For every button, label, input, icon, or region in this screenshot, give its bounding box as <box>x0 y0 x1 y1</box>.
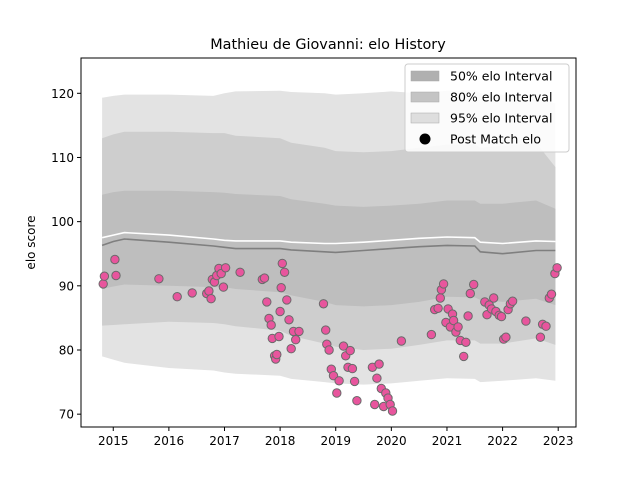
post-match-point <box>259 273 270 283</box>
post-match-point <box>435 293 445 303</box>
post-match-point <box>284 315 294 325</box>
x-axis: 2015 2016 2017 2018 2019 2020 2021 2022 2023 <box>98 427 573 448</box>
post-match-point <box>349 376 360 387</box>
post-match-point <box>461 337 471 347</box>
post-match-point <box>99 271 110 281</box>
y-axis-label: elo score <box>24 215 38 269</box>
post-match-point <box>332 388 342 398</box>
x-tick-label: 2020 <box>376 434 407 448</box>
post-match-point <box>546 289 557 299</box>
post-match-point <box>266 320 276 330</box>
post-match-point <box>220 263 231 273</box>
post-match-point <box>438 279 449 289</box>
y-tick-label: 100 <box>51 215 74 229</box>
post-match-point <box>277 258 287 269</box>
x-tick-label: 2019 <box>320 434 351 448</box>
post-match-point <box>489 293 499 303</box>
post-match-point <box>324 345 334 355</box>
post-match-point <box>552 263 562 273</box>
post-match-point <box>276 283 286 293</box>
post-match-point <box>453 322 463 332</box>
post-match-point <box>172 292 182 302</box>
post-match-point <box>448 315 459 326</box>
x-tick-label: 2017 <box>209 434 240 448</box>
center-lines <box>101 231 556 255</box>
post-match-point <box>374 359 384 369</box>
post-match-point <box>345 345 355 356</box>
post-match-point <box>206 294 216 304</box>
y-tick-label: 110 <box>51 151 74 165</box>
post-match-point <box>294 326 304 337</box>
y-tick-label: 70 <box>59 408 74 422</box>
mean-line <box>101 231 556 245</box>
post-match-point <box>110 254 120 265</box>
post-match-point <box>98 279 108 289</box>
chart-title: Mathieu de Giovanni: elo History <box>210 37 446 53</box>
post-match-point <box>286 344 296 354</box>
post-match-point <box>204 286 214 296</box>
median-line <box>101 238 556 255</box>
y-tick-label: 120 <box>51 87 74 101</box>
post-match-point <box>282 295 292 305</box>
post-match-point <box>521 316 531 326</box>
y-tick-label: 90 <box>59 279 74 293</box>
post-match-point <box>433 303 443 313</box>
y-axis: 70 80 90 100 110 120 <box>51 87 81 422</box>
post-match-points <box>98 254 562 416</box>
plot-frame <box>80 57 577 428</box>
post-match-point <box>334 376 344 386</box>
post-match-point <box>218 282 229 292</box>
post-match-point <box>426 329 437 340</box>
post-match-point <box>275 306 285 317</box>
x-tick-label: 2016 <box>154 434 185 448</box>
post-match-point <box>535 332 546 342</box>
post-match-point <box>352 396 362 406</box>
legend-swatch <box>410 70 440 82</box>
post-match-point <box>463 311 473 321</box>
post-match-point <box>262 297 272 307</box>
post-match-point <box>465 288 475 299</box>
post-match-point <box>154 274 164 284</box>
legend-label: 80% elo Interval <box>450 90 552 105</box>
post-match-point <box>501 332 511 342</box>
post-match-point <box>279 267 290 277</box>
post-match-point <box>318 299 329 309</box>
legend-label: Post Match elo <box>450 132 541 147</box>
legend-frame <box>404 63 570 153</box>
post-match-point <box>459 351 469 362</box>
legend-swatch <box>410 112 440 124</box>
post-match-point <box>396 336 407 346</box>
post-match-point <box>387 406 398 416</box>
post-match-point <box>291 335 301 345</box>
post-match-point <box>235 267 245 277</box>
legend-label: 50% elo Interval <box>450 69 552 84</box>
legend-swatch <box>410 91 440 103</box>
post-match-point <box>272 349 282 360</box>
post-match-point <box>111 270 121 281</box>
y-tick-label: 80 <box>59 343 74 357</box>
legend-label: 95% elo Interval <box>450 111 552 126</box>
x-tick-label: 2023 <box>543 434 574 448</box>
x-tick-label: 2021 <box>432 434 463 448</box>
x-tick-label: 2015 <box>98 434 129 448</box>
post-match-point <box>187 288 197 298</box>
post-match-point <box>370 399 380 410</box>
post-match-point <box>507 296 518 306</box>
legend: 50% elo Interval 80% elo Interval 95% elo … <box>404 63 570 153</box>
post-match-point <box>321 325 331 335</box>
post-match-point <box>347 363 358 374</box>
post-match-point <box>496 311 507 322</box>
x-tick-label: 2018 <box>265 434 296 448</box>
post-match-point <box>338 341 349 351</box>
post-match-point <box>469 279 479 290</box>
post-match-point <box>274 331 284 342</box>
legend-marker <box>419 133 431 145</box>
post-match-point <box>372 373 382 383</box>
x-tick-label: 2022 <box>487 434 518 448</box>
post-match-point <box>541 321 551 331</box>
